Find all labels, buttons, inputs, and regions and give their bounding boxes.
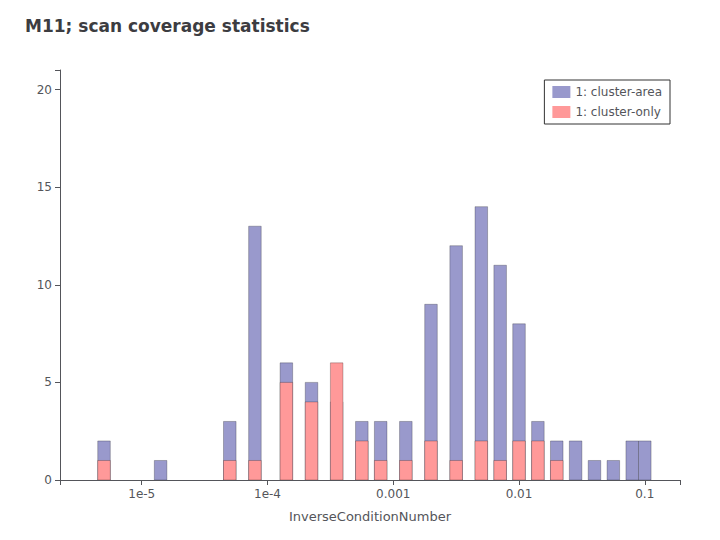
svg-text:0: 0 — [44, 473, 52, 487]
svg-text:10: 10 — [37, 278, 52, 292]
svg-text:InverseConditionNumber: InverseConditionNumber — [289, 509, 452, 524]
svg-text:1: cluster-only: 1: cluster-only — [575, 105, 660, 119]
svg-text:M11; scan coverage statistics: M11; scan coverage statistics — [25, 16, 310, 36]
svg-text:5: 5 — [44, 375, 52, 389]
svg-text:0.1: 0.1 — [635, 487, 654, 501]
svg-text:0.01: 0.01 — [506, 487, 533, 501]
svg-text:15: 15 — [37, 180, 52, 194]
svg-text:0.001: 0.001 — [376, 487, 410, 501]
svg-text:1e-5: 1e-5 — [128, 487, 155, 501]
svg-text:1: cluster-area: 1: cluster-area — [575, 85, 662, 99]
svg-text:20: 20 — [37, 83, 52, 97]
svg-text:1e-4: 1e-4 — [254, 487, 281, 501]
